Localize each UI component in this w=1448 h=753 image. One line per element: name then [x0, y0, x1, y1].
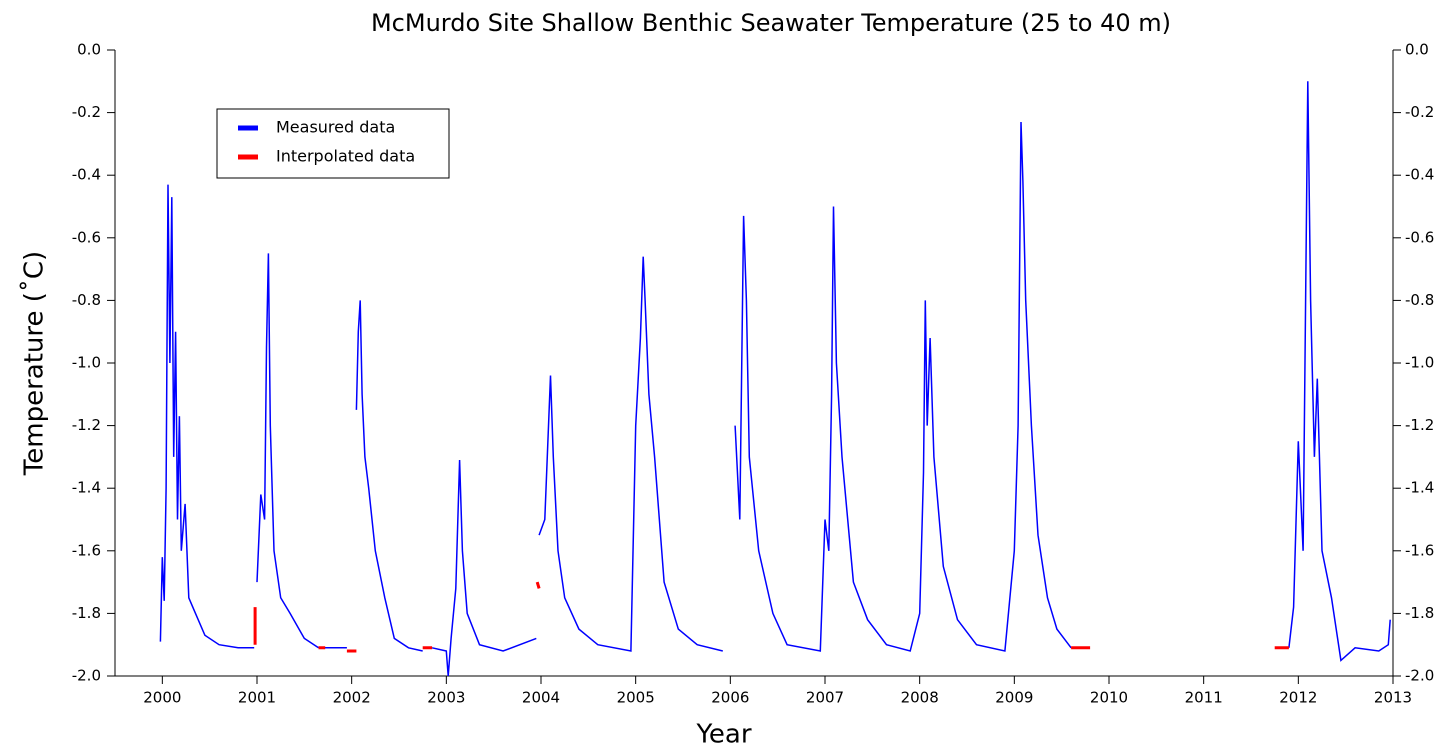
- y2-tick-label: 0.0: [1405, 41, 1429, 59]
- y-tick-label: 0.0: [77, 41, 101, 59]
- x-tick-label: 2006: [711, 689, 749, 707]
- data-line: [253, 581, 1289, 653]
- y-axis-label: Temperature (˚C): [20, 251, 50, 476]
- y2-tick-label: -0.8: [1405, 291, 1434, 309]
- x-tick-label: 2008: [901, 689, 939, 707]
- x-axis-label: Year: [695, 720, 751, 750]
- y-tick-label: -1.6: [72, 541, 101, 559]
- x-tick-label: 2009: [995, 689, 1033, 707]
- y-tick-label: -1.2: [72, 416, 101, 434]
- y-tick-label: -0.2: [72, 103, 101, 121]
- y-tick-label: -1.8: [72, 604, 101, 622]
- legend-label: Interpolated data: [276, 147, 415, 166]
- y-tick-label: -0.8: [72, 291, 101, 309]
- y2-tick-label: -1.8: [1405, 604, 1434, 622]
- y2-tick-label: -0.4: [1405, 166, 1434, 184]
- y2-tick-label: -0.2: [1405, 103, 1434, 121]
- y-tick-label: -0.6: [72, 228, 101, 246]
- y-tick-label: -1.0: [72, 354, 101, 372]
- x-tick-label: 2007: [806, 689, 844, 707]
- x-tick-label: 2012: [1279, 689, 1317, 707]
- y2-tick-label: -1.2: [1405, 416, 1434, 434]
- x-tick-label: 2002: [333, 689, 371, 707]
- y2-tick-label: -1.0: [1405, 354, 1434, 372]
- legend-label: Measured data: [276, 118, 395, 137]
- y-tick-label: -2.0: [72, 667, 101, 685]
- legend-box: [216, 108, 450, 179]
- y2-tick-label: -0.6: [1405, 228, 1434, 246]
- x-tick-label: 2010: [1090, 689, 1128, 707]
- y2-tick-label: -1.4: [1405, 479, 1434, 497]
- x-tick-label: 2001: [238, 689, 276, 707]
- x-tick-label: 2005: [617, 689, 655, 707]
- y2-tick-label: -1.6: [1405, 541, 1434, 559]
- x-tick-label: 2013: [1374, 689, 1412, 707]
- y-tick-label: -0.4: [72, 166, 101, 184]
- x-tick-label: 2011: [1185, 689, 1223, 707]
- x-tick-label: 2003: [427, 689, 465, 707]
- data-line: [159, 81, 1391, 677]
- y2-tick-label: -2.0: [1405, 667, 1434, 685]
- x-tick-label: 2004: [522, 689, 560, 707]
- chart-title: McMurdo Site Shallow Benthic Seawater Te…: [371, 9, 1171, 37]
- y-tick-label: -1.4: [72, 479, 101, 497]
- x-tick-label: 2000: [143, 689, 181, 707]
